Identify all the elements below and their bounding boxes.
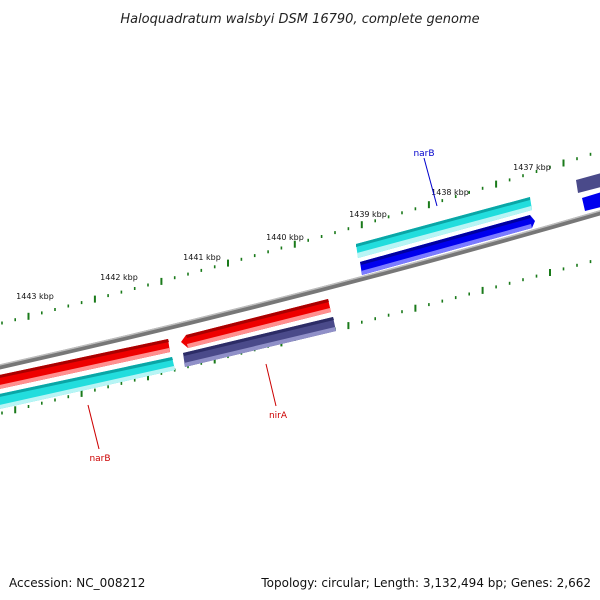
accession-label: Accession: NC_008212 <box>9 576 146 590</box>
genome-summary: Topology: circular; Length: 3,132,494 bp… <box>261 576 591 590</box>
scale-label-1442: 1442 kbp <box>100 273 138 282</box>
feature-cyan-left[interactable] <box>0 357 175 410</box>
feature-cyan-forward[interactable] <box>356 197 532 258</box>
map-title: Haloquadratum walsbyi DSM 16790, complet… <box>120 12 479 27</box>
scale-label-1439: 1439 kbp <box>349 210 387 219</box>
genome-backbone <box>0 210 600 370</box>
feature-blue-right[interactable] <box>582 191 600 211</box>
feature-slate-right[interactable] <box>576 172 600 193</box>
feature-slate-middle[interactable] <box>183 317 336 367</box>
scale-label-1441: 1441 kbp <box>183 253 221 262</box>
feature-red-narB[interactable] <box>0 339 170 390</box>
scale-label-1440: 1440 kbp <box>266 233 304 242</box>
leader-line-nirA <box>265 363 277 407</box>
outer-tick-track <box>1 152 592 325</box>
leader-line-narB-bottom <box>87 404 100 450</box>
genome-backbone-highlight <box>0 210 600 366</box>
gene-label-nirA[interactable]: nirA <box>269 411 288 421</box>
scale-label-1443: 1443 kbp <box>16 292 54 301</box>
feature-blue-narB[interactable] <box>360 215 535 275</box>
gene-label-narB-top[interactable]: narB <box>413 149 434 159</box>
leader-line-narB-top <box>423 157 438 207</box>
gene-label-narB-bottom[interactable]: narB <box>89 454 110 464</box>
scale-label-1437: 1437 kbp <box>513 163 551 172</box>
scale-label-1438: 1438 kbp <box>431 188 469 197</box>
feature-red-nirA[interactable] <box>181 299 331 348</box>
